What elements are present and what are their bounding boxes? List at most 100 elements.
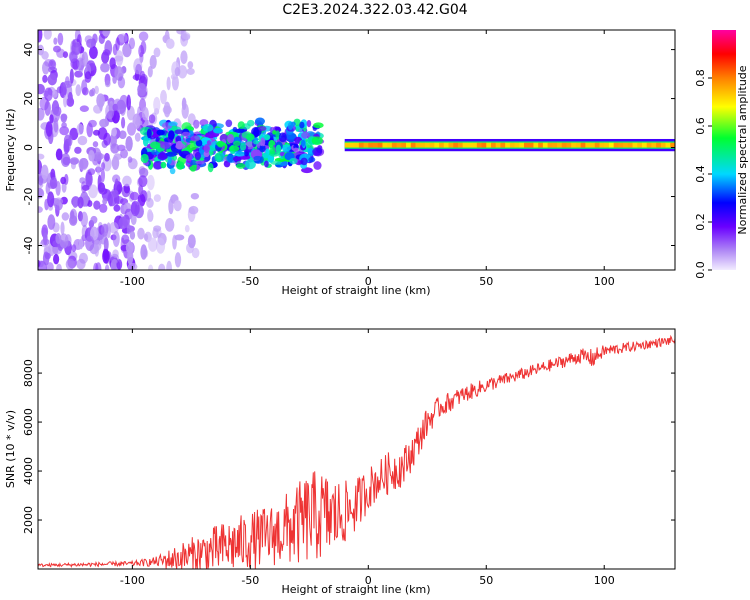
snr-panel: -100 -50 0 50 100 2000 4000 6000 8000 Height of…	[4, 328, 676, 596]
heatmap-cell	[120, 148, 128, 159]
heatmap-cell	[176, 161, 185, 170]
heatmap-cell	[71, 42, 82, 55]
heatmap-cell	[138, 44, 145, 58]
heatmap-cell	[84, 71, 92, 83]
heatmap-cell	[415, 142, 421, 148]
heatmap-cell	[187, 234, 196, 249]
colorbar: 0.0 0.2 0.4 0.6 0.8 Normalized spectral ampl…	[694, 30, 749, 279]
heatmap-cell	[95, 153, 105, 160]
heatmap-cell	[69, 157, 80, 165]
heatmap-cell	[46, 262, 54, 270]
heatmap-cell	[55, 148, 63, 161]
heatmap-cell	[116, 99, 126, 114]
heatmap-cell	[110, 253, 120, 264]
x-tick-label: -100	[120, 574, 145, 587]
heatmap-cell	[102, 49, 111, 56]
heatmap-cell	[126, 224, 132, 235]
heatmap-cell	[225, 119, 233, 128]
heatmap-cell	[312, 148, 323, 156]
heatmap-cell	[237, 121, 245, 130]
heatmap-cell	[665, 142, 671, 148]
heatmap-cell	[185, 154, 193, 162]
heatmap-cell	[45, 121, 53, 137]
heatmap-cell	[90, 215, 98, 224]
heatmap-cell	[77, 196, 84, 209]
heatmap-cell	[217, 140, 224, 148]
heatmap-cell	[637, 142, 643, 148]
heatmap-cell	[174, 252, 182, 268]
snr-x-axis-label: Height of straight line (km)	[281, 583, 430, 596]
heatmap-cell	[519, 142, 525, 148]
heatmap-cell	[62, 51, 69, 59]
heatmap-cell	[56, 263, 62, 270]
heatmap-cell	[87, 200, 93, 207]
heatmap-cell	[74, 146, 82, 154]
heatmap-cell	[42, 232, 48, 246]
heatmap-cell	[69, 68, 74, 84]
heatmap-cell	[168, 121, 178, 127]
heatmap-cell	[121, 234, 130, 245]
heatmap-cell	[162, 105, 172, 115]
heatmap-cell	[269, 145, 276, 155]
snr-series-line	[38, 334, 675, 569]
heatmap-cell	[63, 94, 68, 108]
heatmap-cell	[281, 144, 292, 152]
heatmap-cell	[88, 119, 97, 128]
heatmap-cell	[528, 142, 534, 148]
heatmap-cell	[651, 142, 657, 148]
heatmap-cell	[160, 89, 167, 105]
heatmap-cell	[158, 263, 166, 270]
heatmap-cell	[79, 105, 89, 112]
heatmap-cell	[76, 123, 84, 135]
heatmap-cell	[580, 142, 586, 148]
heatmap-cell	[88, 184, 98, 199]
heatmap-cell	[125, 135, 133, 152]
heatmap-cell	[293, 147, 299, 153]
heatmap-cell	[264, 160, 269, 168]
heatmap-cell	[153, 160, 164, 170]
heatmap-cell	[102, 248, 110, 264]
heatmap-cell	[42, 74, 48, 83]
heatmap-cell	[78, 59, 84, 74]
heatmap-cell	[142, 136, 149, 147]
heatmap-cell	[300, 132, 310, 139]
heatmap-cell	[138, 184, 144, 196]
heatmap-cell	[38, 259, 41, 268]
heatmap-cell	[77, 135, 88, 146]
heatmap-cell	[38, 83, 45, 95]
heatmap-cell	[47, 191, 55, 208]
heatmap-cell	[148, 237, 158, 252]
heatmap-cell	[656, 142, 662, 148]
heatmap-cell	[153, 96, 161, 113]
x-tick-label: 100	[594, 275, 615, 288]
heatmap-cell	[81, 79, 88, 95]
heatmap-cell	[646, 142, 652, 148]
heatmap-cell	[87, 168, 96, 176]
heatmap-cell	[203, 144, 210, 153]
heatmap-cell	[258, 126, 267, 131]
heatmap-cell	[101, 162, 106, 170]
heatmap-cell	[130, 214, 137, 226]
heatmap-cell	[99, 118, 109, 128]
x-tick-label: 50	[479, 275, 493, 288]
heatmap-cell	[130, 200, 140, 217]
y-tick-label: 40	[22, 43, 35, 57]
heatmap-cell	[100, 168, 105, 183]
heatmap-cell	[228, 145, 240, 152]
heatmap-cell	[175, 140, 183, 150]
heatmap-cell	[102, 198, 108, 205]
heatmap-cell	[457, 142, 464, 148]
heatmap-cell	[111, 127, 117, 137]
heatmap-cell	[159, 141, 171, 149]
heatmap-cell	[113, 204, 121, 212]
heatmap-cell	[122, 43, 132, 58]
heatmap-cell	[61, 181, 67, 193]
colorbar-gradient	[712, 30, 736, 270]
heatmap-cell	[234, 151, 246, 157]
heatmap-cell	[68, 134, 73, 147]
heatmap-cell	[85, 171, 93, 188]
heatmap-cell	[138, 166, 146, 175]
heatmap-cell	[146, 174, 155, 191]
heatmap-cell	[148, 114, 156, 124]
